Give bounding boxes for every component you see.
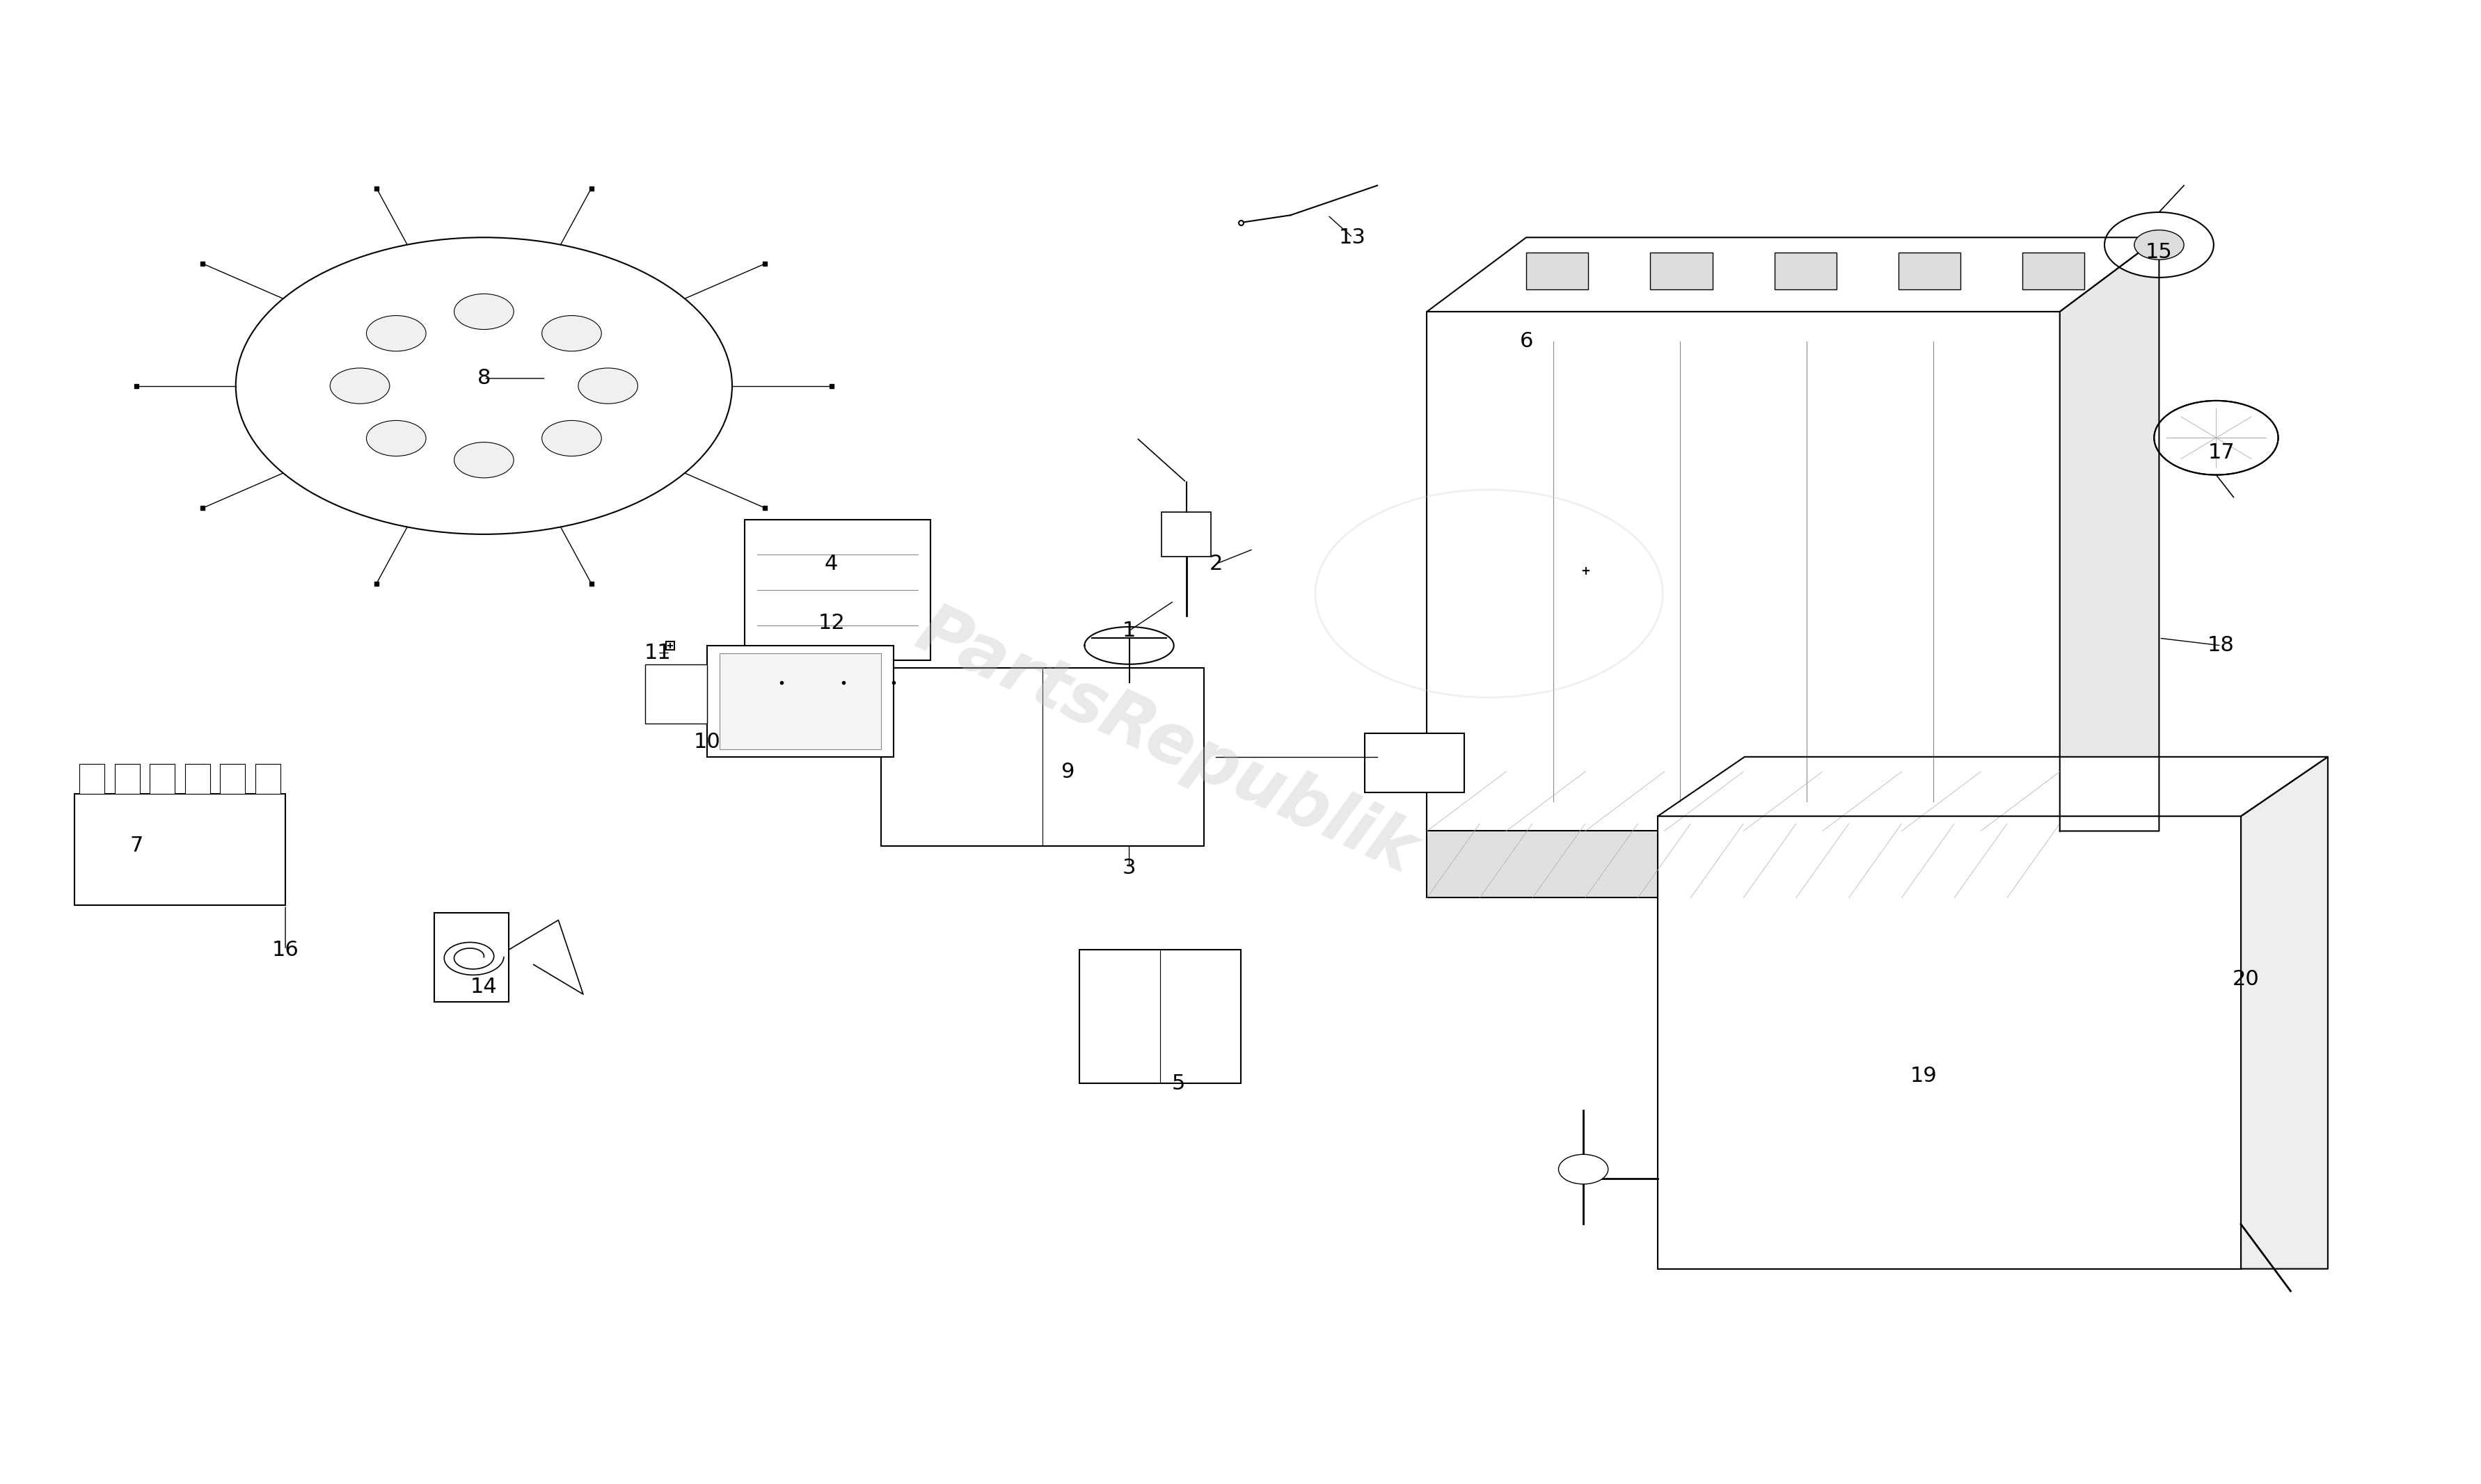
- Circle shape: [454, 442, 514, 478]
- Bar: [1657, 816, 2240, 1269]
- Bar: [1526, 252, 1588, 289]
- Circle shape: [330, 368, 390, 404]
- Bar: [707, 646, 893, 757]
- Text: 7: 7: [129, 835, 144, 856]
- Text: 15: 15: [2146, 242, 2171, 263]
- Circle shape: [2134, 230, 2183, 260]
- Bar: [79, 764, 104, 794]
- Bar: [186, 764, 211, 794]
- Polygon shape: [1657, 757, 2327, 816]
- Bar: [434, 913, 509, 1002]
- Bar: [1161, 512, 1211, 556]
- Circle shape: [454, 294, 514, 329]
- Bar: [74, 794, 285, 905]
- Text: +: +: [1580, 565, 1590, 577]
- Circle shape: [367, 420, 427, 456]
- Text: 9: 9: [1059, 761, 1074, 782]
- Polygon shape: [2059, 237, 2158, 831]
- Text: 2: 2: [1208, 554, 1223, 574]
- Text: 1: 1: [1121, 620, 1136, 641]
- Bar: [114, 764, 139, 794]
- Text: 4: 4: [824, 554, 839, 574]
- Polygon shape: [1427, 237, 2158, 312]
- Bar: [881, 668, 1203, 846]
- Text: 5: 5: [1171, 1073, 1186, 1094]
- Bar: [1427, 312, 2059, 831]
- Text: 12: 12: [819, 613, 844, 634]
- Text: PartsRepublik: PartsRepublik: [906, 597, 1427, 887]
- Text: 17: 17: [2208, 442, 2233, 463]
- Bar: [1774, 252, 1836, 289]
- Circle shape: [541, 316, 600, 352]
- Circle shape: [236, 237, 732, 534]
- Bar: [221, 764, 246, 794]
- Bar: [256, 764, 280, 794]
- Bar: [744, 519, 930, 660]
- Bar: [1898, 252, 1960, 289]
- Text: 8: 8: [476, 368, 491, 389]
- Polygon shape: [2240, 757, 2327, 1269]
- Text: 10: 10: [695, 732, 719, 752]
- Circle shape: [1558, 1155, 1608, 1184]
- Text: 18: 18: [2208, 635, 2233, 656]
- Circle shape: [2154, 401, 2278, 475]
- Text: 11: 11: [645, 643, 670, 663]
- Bar: [1427, 824, 2059, 898]
- Bar: [645, 663, 707, 724]
- Bar: [1079, 950, 1240, 1083]
- Text: 16: 16: [273, 939, 298, 960]
- Circle shape: [367, 316, 427, 352]
- Text: 19: 19: [1910, 1066, 1935, 1086]
- Text: 20: 20: [2233, 969, 2258, 990]
- Bar: [149, 764, 174, 794]
- Text: 3: 3: [1121, 858, 1136, 879]
- Bar: [1365, 733, 1464, 792]
- Text: 14: 14: [471, 976, 496, 997]
- Circle shape: [578, 368, 638, 404]
- Circle shape: [541, 420, 600, 456]
- Circle shape: [2104, 212, 2213, 278]
- Bar: [2022, 252, 2084, 289]
- Text: 6: 6: [1518, 331, 1533, 352]
- Bar: [719, 653, 881, 749]
- Bar: [1650, 252, 1712, 289]
- Text: 13: 13: [1340, 227, 1365, 248]
